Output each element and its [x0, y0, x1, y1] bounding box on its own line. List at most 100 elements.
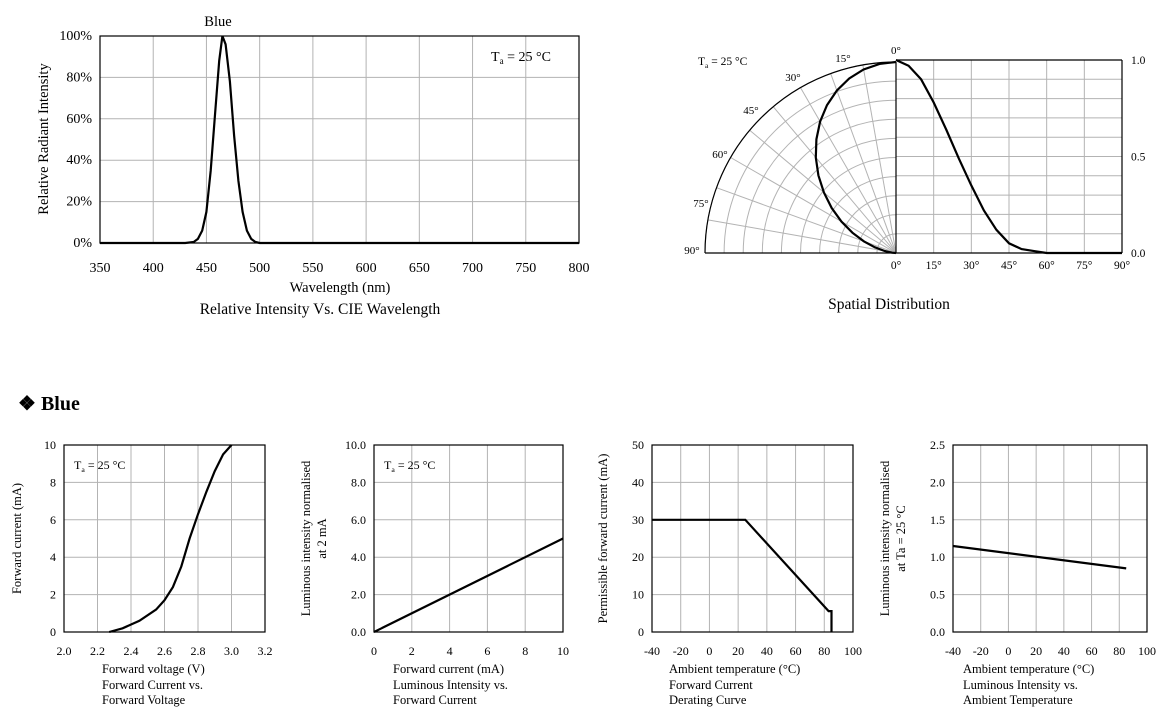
angle-label: 15° — [835, 53, 850, 65]
polar-ring — [723, 80, 897, 254]
polar-ring — [761, 118, 897, 254]
chart-lt: -40 -20 0 20 40 60 80 100 0.0 0.5 1.0 1.5 2.0 2.5 Ambi… — [878, 438, 1156, 707]
y-tick-label: 1.5 — [930, 513, 945, 527]
y-tick-label: 0% — [73, 236, 92, 251]
angle-label: 0° — [891, 45, 901, 57]
y-tick-label: 30 — [632, 513, 644, 527]
x-tick-label: 60 — [790, 644, 802, 658]
polar-ring — [876, 233, 897, 254]
x-tick-label: 4 — [447, 644, 453, 658]
chart-caption: Spatial Distribution — [828, 296, 950, 313]
y-tick-label: 0.0 — [1131, 248, 1146, 260]
chart-caption: Forward Current — [393, 693, 477, 707]
y-axis-label: at Ta = 25 °C — [894, 505, 908, 572]
polar-spoke — [730, 157, 897, 254]
x-axis-label: Wavelength (nm) — [290, 280, 391, 296]
x-tick-label: 550 — [302, 261, 323, 276]
x-tick-label: 450 — [196, 261, 217, 276]
section-heading: ❖ Blue — [18, 391, 80, 416]
x-tick-label: 600 — [356, 261, 377, 276]
y-tick-label: 2 — [50, 588, 56, 602]
polar-outer-arc — [704, 61, 897, 254]
series-line-0 — [652, 518, 833, 632]
plot-frame — [99, 35, 580, 244]
x-tick-label: 90° — [1114, 260, 1131, 272]
x-tick-label: -20 — [673, 644, 689, 658]
y-tick-label: 40% — [66, 153, 92, 168]
y-tick-label: 50 — [632, 438, 644, 452]
x-axis-label: Forward voltage (V) — [102, 662, 205, 676]
x-tick-label: 0° — [891, 260, 902, 272]
x-tick-label: 650 — [409, 261, 430, 276]
x-tick-label: 80 — [1113, 644, 1125, 658]
y-tick-label: 40 — [632, 475, 644, 489]
x-tick-label: 2.6 — [157, 644, 172, 658]
x-tick-label: 100 — [844, 644, 862, 658]
chart-caption: Forward Voltage — [102, 693, 186, 707]
x-tick-label: 800 — [569, 261, 590, 276]
y-tick-label: 0 — [50, 625, 56, 639]
y-tick-label: 0 — [638, 625, 644, 639]
y-tick-label: 20 — [632, 550, 644, 564]
x-tick-label: 2.4 — [124, 644, 139, 658]
x-tick-label: 500 — [249, 261, 270, 276]
series-line-0 — [100, 35, 579, 245]
x-tick-label: 80 — [818, 644, 830, 658]
y-tick-label: 0.0 — [351, 625, 366, 639]
x-tick-label: 6 — [484, 644, 490, 658]
chart-caption: Forward Current — [669, 678, 753, 692]
y-tick-label: 6 — [50, 513, 56, 527]
angle-label: 30° — [785, 72, 800, 84]
y-tick-label: 4 — [50, 550, 56, 564]
x-tick-label: 2.0 — [57, 644, 72, 658]
x-tick-label: 10 — [557, 644, 569, 658]
polar-ring — [819, 176, 897, 254]
x-tick-label: 750 — [515, 261, 536, 276]
angle-label: 45° — [743, 105, 758, 117]
x-tick-label: 40 — [761, 644, 773, 658]
chart-spatial: 0° 15° 30° 45° 60° 75° 90° 0° 15° 30° 45° 60° 75° 90°… — [684, 45, 1145, 313]
y-tick-label: 0.5 — [930, 588, 945, 602]
series-line-0 — [373, 537, 564, 633]
x-tick-label: 40 — [1058, 644, 1070, 658]
temperature-annotation: Ta = 25 °C — [491, 50, 551, 66]
y-tick-label: 100% — [59, 29, 92, 44]
x-tick-label: 0 — [706, 644, 712, 658]
chart-title: Blue — [204, 14, 231, 30]
y-tick-label: 2.5 — [930, 438, 945, 452]
angle-label: 75° — [693, 198, 708, 210]
diamond-bullet-icon: ❖ — [18, 393, 36, 415]
chart-caption: Forward Current vs. — [102, 678, 203, 692]
y-tick-label: 10 — [44, 438, 56, 452]
x-axis-label: Ambient temperature (°C) — [963, 662, 1094, 676]
polar-ring — [800, 157, 897, 254]
plot-frame — [373, 444, 564, 633]
x-tick-label: 45° — [1001, 260, 1018, 272]
x-tick-label: 2.8 — [191, 644, 206, 658]
x-axis-label: Ambient temperature (°C) — [669, 662, 800, 676]
y-axis-label: Permissible forward current (mA) — [596, 454, 610, 624]
temperature-annotation: Ta = 25 °C — [74, 458, 125, 474]
y-tick-label: 2.0 — [930, 475, 945, 489]
y-tick-label: 60% — [66, 112, 92, 127]
polar-spoke — [707, 219, 897, 254]
x-tick-label: 2 — [409, 644, 415, 658]
y-axis-label: Relative Radiant Intensity — [36, 63, 52, 215]
y-axis-label: Forward current (mA) — [10, 483, 24, 594]
y-tick-label: 10 — [632, 588, 644, 602]
plot-frame — [63, 444, 266, 633]
y-tick-label: 1.0 — [1131, 55, 1146, 67]
series-line-0 — [952, 544, 1127, 570]
x-axis-label: Forward current (mA) — [393, 662, 504, 676]
angle-label: 60° — [712, 149, 727, 161]
polar-spoke — [862, 64, 897, 254]
y-tick-label: 2.0 — [351, 588, 366, 602]
x-tick-label: 0 — [1005, 644, 1011, 658]
y-tick-label: 6.0 — [351, 513, 366, 527]
y-tick-label: 8 — [50, 475, 56, 489]
chart-spectrum: 350 400 450 500 550 600 650 700 750 800 0% 20% 40% 60… — [36, 14, 590, 318]
x-tick-label: 400 — [143, 261, 164, 276]
y-tick-label: 20% — [66, 195, 92, 210]
y-axis-label: Luminous intensity normalised — [878, 460, 892, 616]
